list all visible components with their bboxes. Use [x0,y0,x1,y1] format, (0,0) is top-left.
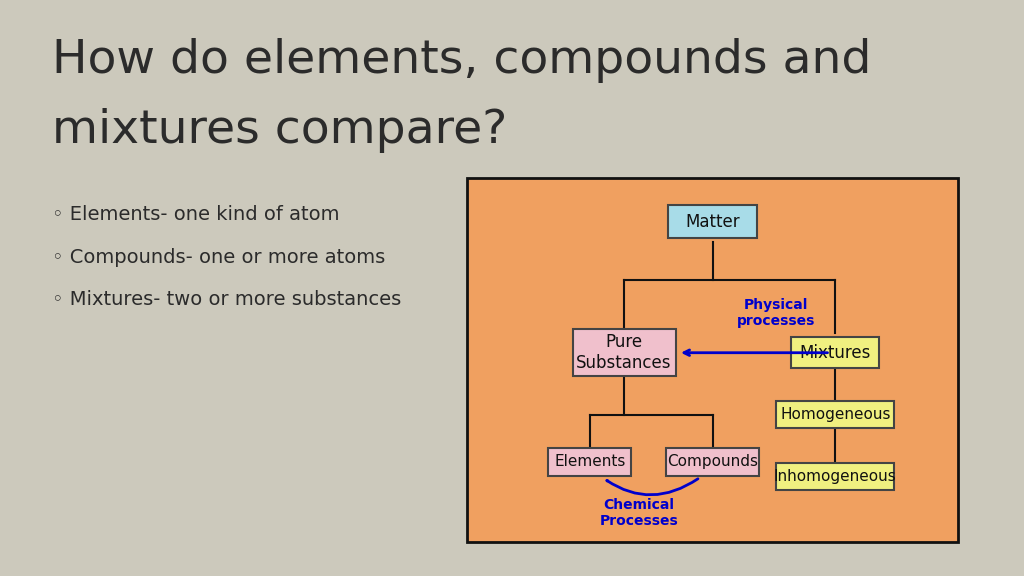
Text: Inhomogeneous: Inhomogeneous [774,469,897,484]
FancyBboxPatch shape [669,205,757,238]
Text: ◦ Mixtures- two or more substances: ◦ Mixtures- two or more substances [52,290,401,309]
Text: ◦ Compounds- one or more atoms: ◦ Compounds- one or more atoms [52,248,385,267]
FancyBboxPatch shape [776,463,894,490]
FancyBboxPatch shape [776,401,894,428]
Text: Elements: Elements [554,454,626,469]
Text: mixtures compare?: mixtures compare? [52,108,507,153]
Text: Chemical
Processes: Chemical Processes [599,498,678,528]
Text: Pure
Substances: Pure Substances [577,334,672,372]
Text: Physical
processes: Physical processes [737,298,815,328]
FancyBboxPatch shape [572,329,676,376]
Text: Mixtures: Mixtures [800,344,871,362]
Text: ◦ Elements- one kind of atom: ◦ Elements- one kind of atom [52,205,340,224]
Text: Matter: Matter [685,213,739,230]
Text: How do elements, compounds and: How do elements, compounds and [52,38,871,83]
Bar [467,178,958,542]
FancyBboxPatch shape [666,448,759,476]
FancyArrowPatch shape [607,479,698,495]
FancyBboxPatch shape [792,338,880,368]
Text: Compounds: Compounds [667,454,758,469]
FancyBboxPatch shape [548,448,632,476]
Text: Homogeneous: Homogeneous [780,407,891,422]
